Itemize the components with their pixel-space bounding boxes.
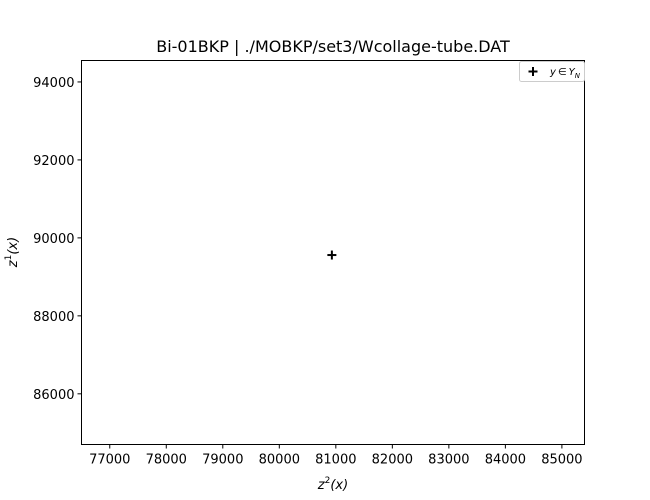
legend-label-var: y [549,67,557,78]
x-tick-label: 83000 [428,453,469,468]
x-tick-label: 85000 [541,453,582,468]
x-axis-label-sup: 2 [325,476,331,486]
x-tick-label: 81000 [315,453,356,468]
y-axis-label-base: z [6,259,21,268]
legend-marker-plus [528,67,538,76]
legend-box [519,61,585,82]
x-tick-label: 77000 [89,453,130,468]
y-axis-ticks: 86000 88000 90000 92000 94000 [33,76,82,403]
x-axis-ticks: 77000 78000 79000 80000 81000 82000 83000 84000… [89,444,583,468]
data-point-plus [327,250,337,260]
x-tick-label: 79000 [202,453,243,468]
x-axis-label-base: z [317,478,326,493]
x-axis-label-arg: (x) [330,478,348,493]
y-axis-label: z1(x) [4,237,21,268]
x-axis-label: z2(x) [317,476,348,493]
x-tick-label: 78000 [146,453,187,468]
legend-label-op: ∈ [558,67,567,78]
y-axis-label-sup: 1 [4,255,14,261]
data-points [327,250,337,260]
legend-label-set: Y [569,67,576,78]
y-tick-label: 90000 [33,232,74,247]
legend: y ∈ YN [519,61,585,82]
y-tick-label: 88000 [33,310,74,325]
x-tick-label: 82000 [372,453,413,468]
chart-title: Bi-01BKP | ./MOBKP/set3/Wcollage-tube.DA… [156,37,510,56]
y-axis-label-arg: (x) [6,237,21,255]
legend-entry-label: y ∈ YN [549,67,581,80]
plot-area [81,60,585,445]
x-tick-label: 80000 [259,453,300,468]
y-tick-label: 86000 [33,388,74,403]
x-tick-label: 84000 [485,453,526,468]
y-tick-label: 92000 [33,154,74,169]
legend-label-sub: N [575,72,581,80]
y-tick-label: 94000 [33,76,74,91]
